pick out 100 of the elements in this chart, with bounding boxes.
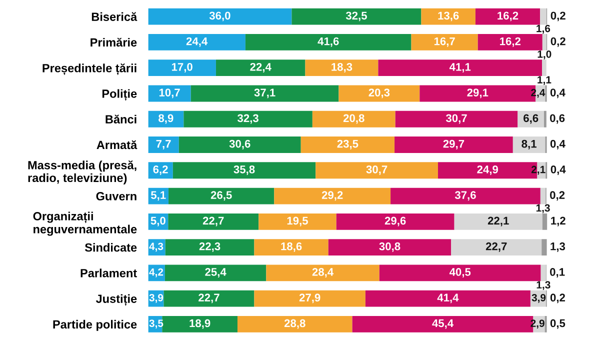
data-label: 1,0 [538, 50, 552, 60]
data-label: 0,4 [550, 88, 566, 98]
data-label: 35,8 [234, 166, 255, 175]
data-label: 25,4 [205, 268, 226, 278]
data-label: 6,2 [153, 166, 168, 175]
data-label: 0,1 [550, 268, 565, 278]
data-label: 30,7 [366, 166, 388, 175]
bar [540, 188, 546, 204]
data-label: 0,2 [550, 294, 565, 304]
bar [540, 8, 546, 25]
data-label: 37,6 [454, 191, 476, 201]
bar [164, 290, 254, 307]
bar [328, 239, 452, 256]
data-label: 6,6 [524, 114, 538, 124]
bar [165, 239, 254, 256]
bar [451, 239, 542, 256]
data-label: 27,9 [299, 294, 320, 304]
data-label: 24,9 [477, 166, 498, 175]
bar [478, 34, 542, 50]
bar [395, 110, 518, 128]
bar [216, 60, 306, 76]
data-label: 17,0 [172, 62, 192, 72]
y-tick-label: Mass-media (presă, radio, televiziune) [28, 160, 136, 184]
bar [411, 34, 478, 50]
data-label: 19,5 [287, 216, 308, 226]
data-label: 26,5 [210, 191, 232, 201]
bar [300, 136, 395, 153]
bar [316, 162, 438, 179]
data-label: 28,4 [312, 268, 334, 278]
data-label: 0,6 [550, 114, 565, 124]
data-label: 45,4 [432, 319, 454, 329]
data-label: 3,9 [149, 294, 164, 303]
bar [336, 213, 454, 230]
data-label: 41,4 [437, 294, 459, 304]
data-label: 41,1 [449, 63, 471, 72]
data-label: 16,7 [434, 37, 455, 47]
bar [254, 290, 366, 307]
data-label: 36,0 [209, 12, 230, 22]
bar [258, 213, 336, 230]
data-label: 29,7 [443, 140, 464, 150]
bar [542, 239, 547, 256]
bar [245, 34, 412, 50]
data-label: 22,3 [199, 242, 220, 252]
data-label: 1,2 [551, 216, 566, 226]
data-label: 20,3 [368, 88, 390, 98]
bar [379, 264, 541, 282]
y-tick-label: Partide politice [53, 320, 137, 331]
bar [390, 188, 540, 204]
bar [542, 34, 546, 50]
bar [148, 110, 184, 128]
bar [338, 85, 420, 102]
data-label: 18,3 [332, 62, 352, 72]
data-label: 30,8 [379, 242, 400, 252]
data-label: 5,0 [150, 216, 166, 226]
bar [365, 290, 530, 307]
data-label: 32,3 [237, 114, 258, 124]
data-label: 32,5 [346, 12, 367, 22]
data-label: 3,9 [532, 294, 546, 303]
data-label: 1,6 [536, 24, 550, 34]
y-tick-label: Biserică [92, 12, 138, 21]
data-label: 10,7 [159, 88, 180, 98]
bar [542, 213, 548, 230]
data-label: 8,1 [522, 140, 536, 150]
data-label: 37,1 [254, 88, 276, 98]
data-label: 16,2 [498, 12, 518, 22]
data-label: 18,6 [281, 242, 302, 252]
data-label: 8,9 [158, 114, 174, 124]
data-label: 0,2 [550, 191, 565, 201]
y-tick-label: Poliție [102, 89, 137, 101]
data-label: 1,3 [536, 281, 550, 290]
bar [184, 110, 312, 128]
bar [148, 34, 246, 50]
data-label: 16,2 [500, 37, 520, 47]
data-label: 41,6 [318, 37, 339, 47]
data-label: 18,9 [190, 319, 210, 329]
data-label: 0,2 [550, 37, 566, 47]
data-label: 28,8 [284, 319, 306, 329]
y-tick-label: Organizații neguvernamentale [33, 212, 137, 236]
data-label: 23,5 [337, 140, 358, 150]
bar [292, 8, 422, 25]
bar [254, 239, 328, 256]
y-tick-label: Bănci [106, 114, 136, 124]
data-label: 30,7 [446, 114, 467, 124]
y-tick-label: Primărie [90, 38, 137, 47]
bar [394, 136, 513, 153]
bar [164, 264, 266, 282]
bar [378, 60, 542, 76]
bar [168, 188, 274, 204]
bar [274, 188, 391, 204]
bar [168, 213, 259, 230]
bar [172, 162, 316, 179]
data-label: 1,3 [536, 204, 550, 214]
data-label: 30,6 [229, 140, 250, 150]
bar [178, 136, 301, 153]
data-label: 0,4 [550, 140, 566, 150]
y-tick-label: Armată [96, 140, 138, 150]
data-label: 22,1 [488, 216, 509, 226]
y-tick-label: Parlament [80, 268, 137, 278]
data-label: 0,5 [550, 319, 566, 329]
bar [421, 8, 476, 25]
